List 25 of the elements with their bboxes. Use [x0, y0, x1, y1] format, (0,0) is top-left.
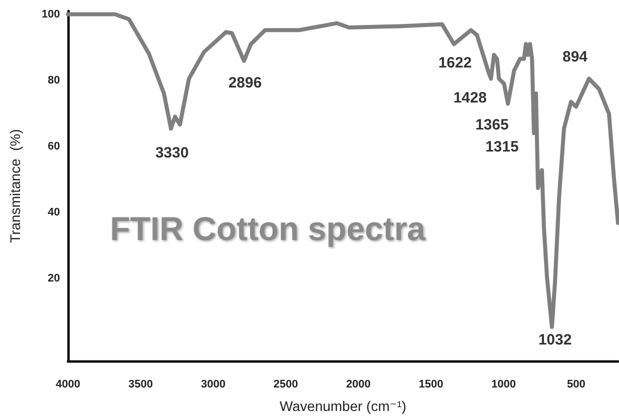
text: FTIR Cotton spectra [110, 210, 426, 247]
x-tick-label: 3000 [200, 378, 226, 390]
y-tick-label: 60 [48, 140, 60, 152]
x-tick-label: 2500 [274, 378, 298, 390]
x-tick-label: 2000 [346, 378, 371, 390]
x-tick-label: 1000 [491, 378, 516, 390]
y-axis-title: Transmitance (%) [7, 129, 23, 243]
annotation: 1428 [453, 90, 487, 106]
x-tick-label: 3500 [128, 378, 153, 390]
annotation: 1315 [485, 138, 519, 156]
annotation: 894 [562, 48, 588, 66]
y-tick-label: 80 [48, 74, 60, 86]
annotation: 1622 [438, 54, 472, 72]
annotation: 2896 [228, 74, 262, 92]
x-tick-label: 4000 [56, 378, 80, 390]
x-axis-title: Wavenumber (cm⁻¹) [280, 398, 406, 414]
annotation: 1032 [538, 332, 572, 348]
x-tick-label: 1500 [418, 378, 444, 390]
y-tick-label: 40 [48, 206, 60, 218]
line-series [66, 12, 619, 329]
y-tick-label: 100 [42, 8, 60, 20]
annotation: 1365 [475, 116, 509, 134]
annotation: 3330 [155, 144, 189, 162]
y-tick-label: 20 [48, 272, 60, 284]
x-tick-label: 500 [567, 378, 586, 390]
